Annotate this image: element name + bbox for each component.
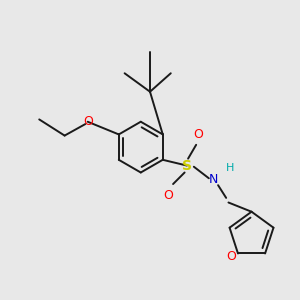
Text: O: O — [194, 128, 203, 141]
Text: O: O — [226, 250, 236, 263]
Text: O: O — [164, 189, 173, 202]
Text: O: O — [83, 115, 93, 128]
Text: H: H — [225, 163, 234, 173]
Text: N: N — [209, 173, 218, 186]
Text: S: S — [182, 159, 192, 172]
